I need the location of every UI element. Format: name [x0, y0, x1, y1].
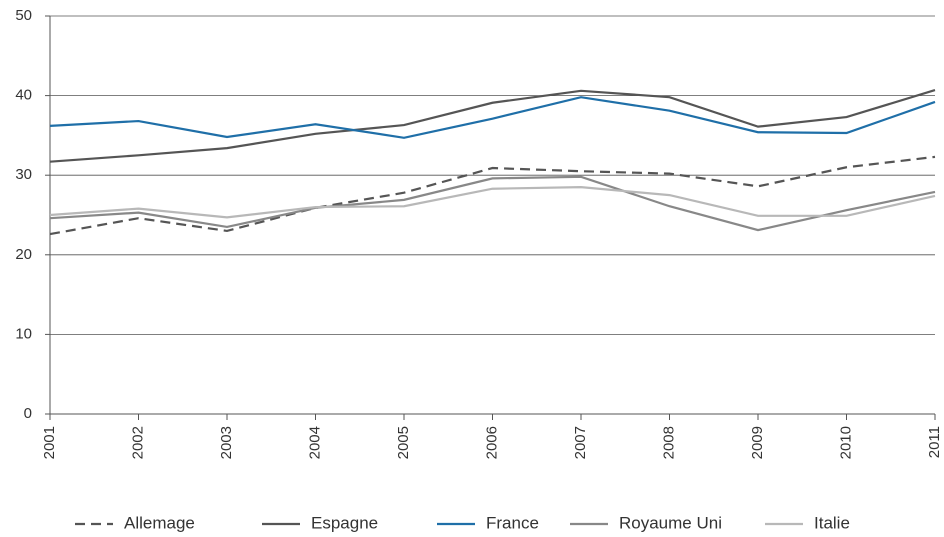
series-line [49, 175, 936, 232]
x-tick-label: 2002 [129, 426, 146, 459]
x-tick-label: 2009 [749, 426, 766, 459]
y-tick-label: 10 [15, 325, 32, 342]
y-tick-label: 50 [15, 7, 32, 24]
y-tick-label: 40 [15, 87, 32, 104]
legend-label: Espagne [311, 513, 378, 532]
legend-item: Royaume Uni [570, 513, 722, 532]
x-tick-label: 2003 [218, 426, 235, 459]
series-line [49, 96, 936, 139]
x-tick-label: 2005 [395, 426, 412, 459]
legend-item: Espagne [262, 513, 378, 532]
x-tick-label: 2001 [41, 426, 58, 459]
y-tick-label: 0 [24, 405, 32, 422]
series-line [49, 155, 936, 236]
x-tick-label: 2010 [837, 426, 854, 459]
y-tick-label: 20 [15, 246, 32, 263]
series-line [49, 88, 936, 163]
x-tick-label: 2011 [926, 426, 943, 458]
x-tick-label: 2004 [306, 426, 323, 459]
x-tick-label: 2007 [572, 426, 589, 459]
legend-label: Allemage [124, 513, 195, 532]
x-tick-label: 2006 [483, 426, 500, 459]
series-line [49, 186, 936, 219]
legend-item: France [437, 513, 539, 532]
legend-label: France [486, 513, 539, 532]
x-tick-label: 2008 [660, 426, 677, 459]
y-tick-label: 30 [15, 166, 32, 183]
legend-item: Allemage [75, 513, 195, 532]
legend-item: Italie [765, 513, 850, 532]
legend-label: Italie [814, 513, 850, 532]
legend-label: Royaume Uni [619, 513, 722, 532]
